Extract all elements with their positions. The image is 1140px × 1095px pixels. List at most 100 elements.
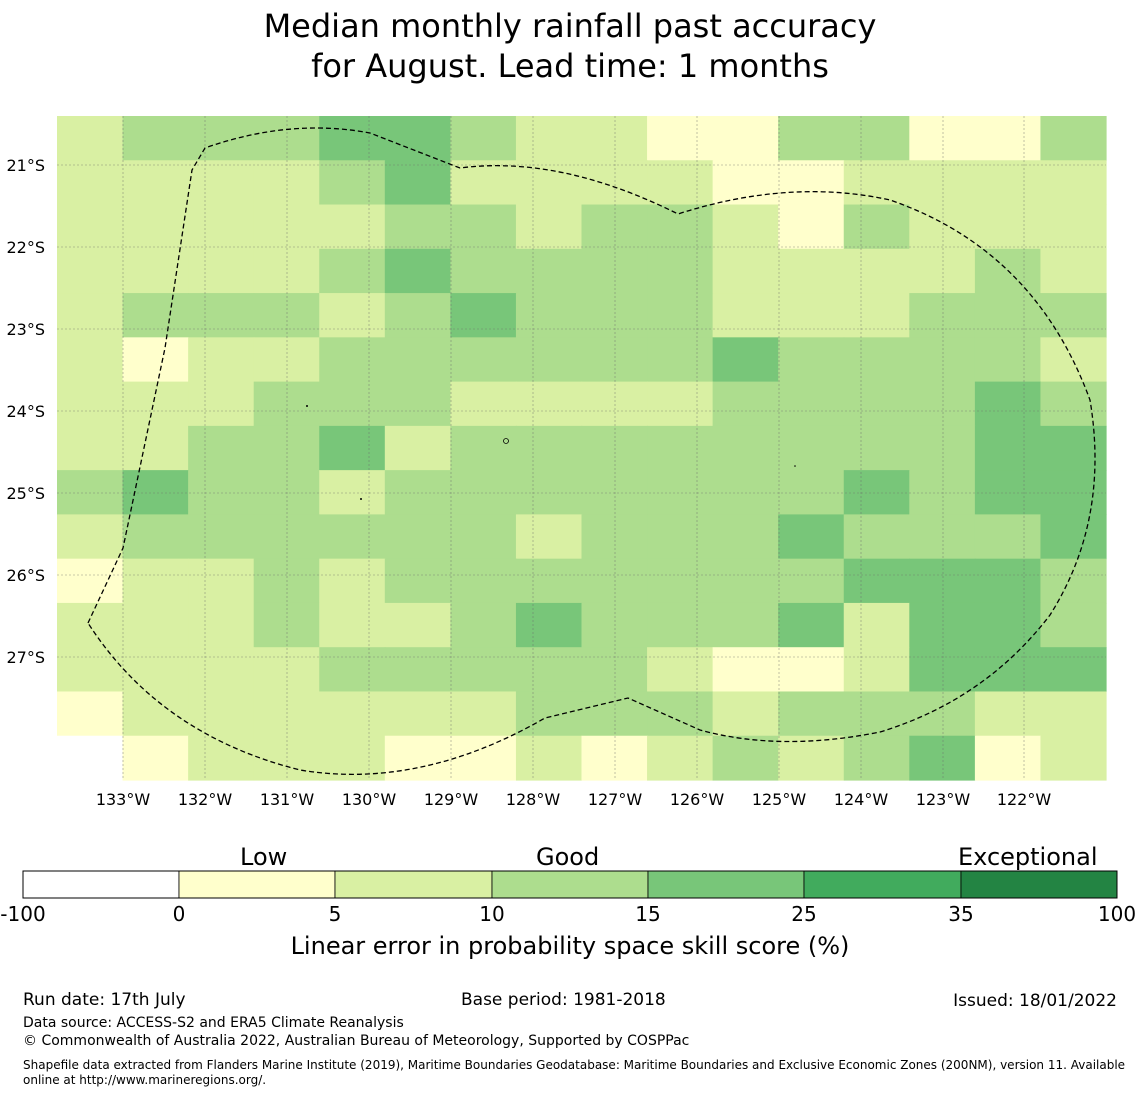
skill-cell [843,470,910,515]
skill-cell [384,248,451,294]
skill-cell [515,514,583,560]
skill-cell [974,558,1042,604]
skill-cell [778,381,845,427]
skill-cell [122,337,189,383]
skill-cell [647,691,714,737]
skill-cell [909,160,976,206]
skill-cell [57,293,124,338]
data-source: Data source: ACCESS-S2 and ERA5 Climate … [23,1015,404,1031]
skill-cell [843,514,910,560]
skill-cell [122,381,189,427]
skill-cell [581,425,648,471]
latitude-label: 24°S [6,402,45,421]
skill-cell [581,602,648,648]
skill-cell [450,470,517,515]
skill-cell [712,160,779,206]
skill-cell [647,735,714,781]
colorbar-segment [647,870,805,899]
skill-cell [515,558,583,604]
skill-cell [909,647,976,693]
colorbar-tick: 0 [172,902,186,926]
skill-cell [974,691,1042,737]
skill-cell [647,160,714,206]
skill-cell [122,691,189,737]
skill-cell [647,558,714,604]
skill-cell [909,425,976,471]
skill-cell [909,381,976,427]
skill-cell [384,558,451,604]
skill-cell [1040,514,1107,560]
skill-cell [450,647,517,693]
skill-cell [122,160,189,206]
skill-cell [515,248,583,294]
skill-cell [515,602,583,648]
skill-cell [384,425,451,471]
skill-cell [122,647,189,693]
skill-cell [57,204,124,250]
skill-cell [1040,381,1107,427]
colorbar-tick: 100 [1097,902,1137,926]
skill-cell [843,204,910,250]
skill-cell [188,381,255,427]
skill-cell [843,691,910,737]
skill-cell [253,116,320,161]
skill-cell [450,514,517,560]
skill-cell [253,293,320,338]
skill-cell [909,735,976,781]
skill-cell [974,337,1042,383]
skill-cell [319,602,386,648]
skill-cell [384,691,451,737]
skill-cell [712,691,779,737]
skill-cell [57,248,124,294]
skill-cell [1040,735,1107,781]
colorbar-title: Linear error in probability space skill … [290,932,850,960]
map-title-line-1: Median monthly rainfall past accuracy [263,7,877,45]
skill-cell [581,470,648,515]
skill-cell [253,160,320,206]
skill-cell [319,514,386,560]
longitude-label: 128°W [506,790,561,809]
skill-cell [581,248,648,294]
skill-cell [712,470,779,515]
colorbar-tick: 35 [948,902,974,926]
longitude-label: 124°W [834,790,889,809]
skill-cell [647,116,714,161]
skill-cell [122,602,189,648]
skill-cell [909,470,976,515]
colorbar-segment [334,870,493,899]
skill-cell [712,514,779,560]
island-marker [503,438,509,444]
skill-cell [188,160,255,206]
colorbar [22,870,1118,899]
skill-cell [253,204,320,250]
skill-cell [384,602,451,648]
skill-cell [843,735,910,781]
skill-cell [1040,116,1107,161]
skill-cell [1040,470,1107,515]
skill-cell [319,248,386,294]
skill-cell [188,558,255,604]
skill-cell [319,293,386,338]
skill-cell [188,425,255,471]
skill-cell [1040,204,1107,250]
colorbar-label-low: Low [240,843,288,871]
skill-cell [843,293,910,338]
skill-cell [450,558,517,604]
longitude-label: 123°W [916,790,971,809]
longitude-label: 131°W [260,790,315,809]
skill-cell [909,602,976,648]
skill-cell [843,337,910,383]
skill-cell [581,514,648,560]
skill-cell [319,691,386,737]
latitude-label: 22°S [6,238,45,257]
skill-cell [581,558,648,604]
skill-cell [909,558,976,604]
skill-cell [188,514,255,560]
skill-cell [188,470,255,515]
skill-cell [778,602,845,648]
skill-cell [581,337,648,383]
skill-cell [253,248,320,294]
longitude-label: 126°W [670,790,725,809]
skill-cell [122,116,189,161]
